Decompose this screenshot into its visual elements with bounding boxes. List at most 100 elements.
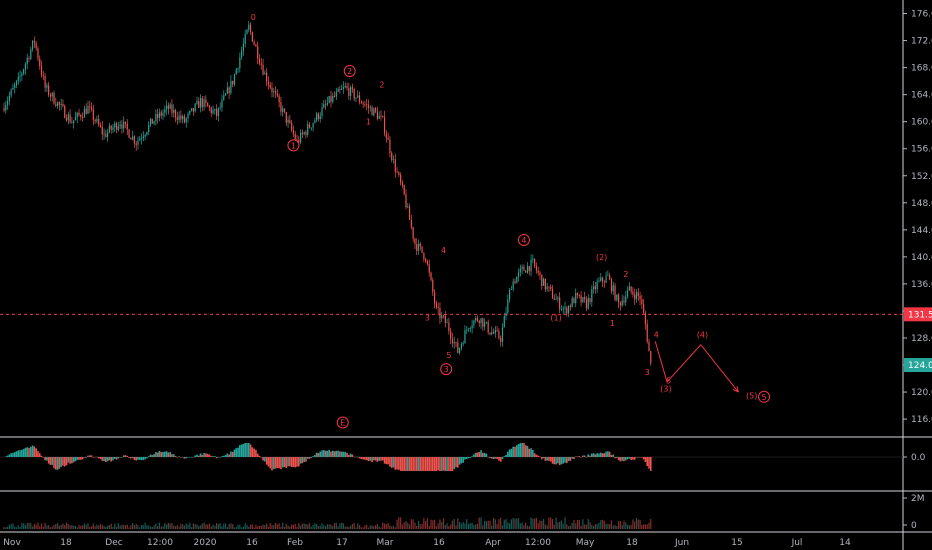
candle-body[interactable] [644,313,647,325]
candle-body[interactable] [128,129,130,138]
candle-body[interactable] [332,95,334,102]
candle-body[interactable] [232,80,234,85]
candle-body[interactable] [110,125,112,130]
candle-body[interactable] [224,93,227,96]
candle-body[interactable] [283,108,286,113]
candle-body[interactable] [398,172,400,175]
candle-body[interactable] [355,97,357,99]
candle-body[interactable] [319,115,321,120]
candle-body[interactable] [507,299,509,313]
candle-body[interactable] [207,102,209,107]
candle-body[interactable] [414,238,416,245]
candle-body[interactable] [233,74,236,85]
candle-body[interactable] [164,109,166,113]
candle-body[interactable] [553,298,555,300]
candle-body[interactable] [571,298,573,307]
candle-body[interactable] [542,278,545,286]
candle-body[interactable] [430,272,432,280]
candle-body[interactable] [55,103,57,106]
candle-body[interactable] [323,104,325,108]
candle-body[interactable] [325,104,327,105]
candle-body[interactable] [451,338,454,344]
candle-body[interactable] [566,307,568,314]
candle-body[interactable] [142,136,144,139]
candle-body[interactable] [328,96,330,103]
candle-body[interactable] [308,124,311,128]
candle-body[interactable] [51,92,53,97]
candle-body[interactable] [618,294,620,303]
candle-body[interactable] [173,110,175,113]
candle-body[interactable] [303,132,305,135]
candle-body[interactable] [314,120,316,124]
candle-body[interactable] [244,34,246,44]
candle-body[interactable] [223,95,225,100]
candle-body[interactable] [478,320,480,324]
candle-body[interactable] [171,104,173,113]
candle-body[interactable] [82,117,84,118]
candle-body[interactable] [182,116,184,120]
candle-body[interactable] [57,102,59,106]
candle-body[interactable] [132,136,134,140]
candle-body[interactable] [46,85,48,88]
candle-body[interactable] [425,259,427,261]
candle-body[interactable] [255,44,257,47]
candle-body[interactable] [593,286,595,290]
candle-body[interactable] [305,132,307,135]
candle-body[interactable] [112,127,114,130]
candle-body[interactable] [521,266,523,269]
candle-body[interactable] [87,106,89,114]
candle-body[interactable] [580,295,582,303]
candle-body[interactable] [496,330,498,331]
candle-body[interactable] [115,123,118,130]
candle-body[interactable] [83,108,85,118]
candle-body[interactable] [551,288,554,299]
candle-body[interactable] [294,134,296,140]
candle-body[interactable] [198,101,200,108]
candle-body[interactable] [369,107,371,109]
candle-body[interactable] [135,143,137,145]
candle-body[interactable] [292,130,295,135]
candle-body[interactable] [503,316,505,328]
candle-body[interactable] [385,133,387,138]
candle-body[interactable] [623,300,625,303]
candle-body[interactable] [191,108,193,111]
candle-body[interactable] [541,274,543,286]
candle-body[interactable] [269,84,271,88]
candle-body[interactable] [15,80,18,86]
candle-body[interactable] [212,110,214,114]
candle-body[interactable] [92,109,94,120]
candle-body[interactable] [5,105,7,111]
candle-body[interactable] [298,139,300,143]
candle-body[interactable] [282,108,284,112]
candle-body[interactable] [591,289,593,302]
candle-body[interactable] [8,95,10,101]
candle-body[interactable] [344,85,346,88]
candle-body[interactable] [469,328,471,330]
candle-body[interactable] [267,81,270,85]
candle-body[interactable] [600,277,602,281]
candle-body[interactable] [360,101,362,104]
candle-body[interactable] [67,114,69,121]
candle-body[interactable] [237,68,239,70]
candle-body[interactable] [569,306,571,307]
candle-body[interactable] [594,286,596,290]
candle-body[interactable] [494,330,496,334]
candle-body[interactable] [33,40,35,43]
candle-body[interactable] [58,102,60,105]
candle-body[interactable] [348,87,350,97]
candle-body[interactable] [6,100,9,106]
candle-body[interactable] [448,322,450,332]
candle-body[interactable] [643,304,645,314]
candle-body[interactable] [174,110,177,118]
candle-body[interactable] [296,139,298,141]
candle-body[interactable] [53,92,55,104]
candle-body[interactable] [194,103,196,112]
candle-body[interactable] [137,140,139,145]
candle-body[interactable] [396,171,398,173]
candle-body[interactable] [378,115,380,119]
candle-body[interactable] [351,87,353,90]
candle-body[interactable] [564,307,566,309]
candle-body[interactable] [514,281,516,284]
candle-body[interactable] [39,58,41,67]
